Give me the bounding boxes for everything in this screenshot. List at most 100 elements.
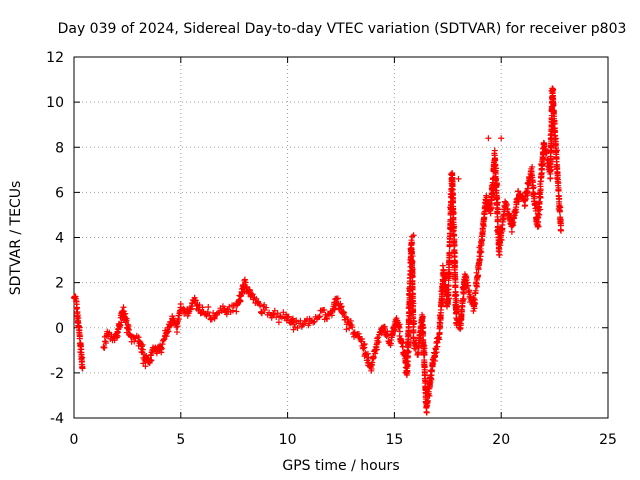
data-point — [522, 195, 529, 202]
data-point — [270, 311, 277, 318]
data-point — [410, 232, 417, 239]
data-point — [453, 309, 460, 316]
data-point — [331, 299, 338, 306]
x-tick-label: 5 — [176, 432, 185, 448]
data-point — [373, 343, 380, 350]
data-point — [408, 250, 415, 257]
data-point — [294, 325, 301, 332]
data-series-sdtvar — [71, 85, 565, 416]
y-tick-label: -2 — [50, 366, 64, 382]
data-point — [497, 242, 504, 249]
data-point — [399, 343, 406, 350]
y-tick-label: -4 — [50, 411, 64, 427]
data-point — [338, 303, 345, 310]
y-tick-label: 2 — [55, 276, 64, 292]
data-point — [165, 328, 172, 335]
data-point — [491, 147, 498, 154]
data-point — [299, 322, 306, 329]
data-point — [440, 269, 447, 276]
data-point — [158, 344, 165, 351]
data-point — [451, 236, 458, 243]
data-point — [229, 307, 236, 314]
data-point — [494, 208, 501, 215]
y-axis-label: SDTVAR / TECUs — [8, 181, 24, 296]
data-point — [418, 317, 425, 324]
data-point — [187, 306, 194, 313]
data-point — [452, 276, 459, 283]
data-point — [79, 365, 86, 372]
data-point — [558, 227, 565, 234]
data-point — [158, 349, 165, 356]
data-point — [493, 182, 500, 189]
data-point — [370, 354, 377, 361]
data-point — [406, 310, 413, 317]
data-point — [529, 163, 536, 170]
data-point — [488, 204, 495, 211]
data-point — [556, 207, 563, 214]
data-point — [498, 135, 505, 142]
data-point — [364, 350, 371, 357]
data-point — [316, 313, 323, 320]
data-point — [139, 341, 146, 348]
data-point — [524, 185, 531, 192]
data-point — [494, 199, 501, 206]
data-point — [455, 175, 462, 182]
data-point — [426, 392, 433, 399]
data-point — [263, 304, 270, 311]
data-point — [409, 300, 416, 307]
data-point — [274, 310, 281, 317]
data-point — [536, 190, 543, 197]
data-point — [284, 314, 291, 321]
data-point — [249, 291, 256, 298]
data-point — [471, 296, 478, 303]
data-point — [223, 311, 230, 318]
data-point — [321, 307, 328, 314]
data-point — [421, 372, 428, 379]
y-tick-label: 6 — [55, 185, 64, 201]
data-point — [311, 318, 318, 325]
data-point — [472, 287, 479, 294]
data-point — [492, 174, 499, 181]
x-axis-label: GPS time / hours — [282, 458, 399, 474]
data-point — [436, 329, 443, 336]
data-point — [206, 312, 213, 319]
data-point — [74, 312, 81, 319]
data-point — [375, 339, 382, 346]
data-point — [396, 328, 403, 335]
data-point — [428, 376, 435, 383]
data-point — [513, 201, 520, 208]
data-point — [475, 266, 482, 273]
data-point — [541, 141, 548, 148]
data-point — [338, 304, 344, 311]
data-point — [100, 343, 107, 350]
data-point — [123, 317, 130, 324]
data-point — [361, 340, 368, 347]
data-point — [549, 96, 556, 103]
data-point — [258, 310, 265, 317]
data-point — [421, 351, 428, 358]
data-point — [450, 216, 457, 223]
data-point — [347, 317, 354, 324]
data-point — [257, 302, 264, 309]
data-point — [174, 323, 181, 330]
data-point — [495, 248, 502, 255]
data-point — [75, 314, 82, 321]
data-point — [424, 400, 431, 407]
data-point — [449, 181, 456, 188]
data-point — [477, 253, 484, 260]
data-point — [374, 335, 381, 342]
data-point — [349, 324, 356, 331]
data-point — [192, 297, 199, 304]
data-point — [241, 276, 248, 283]
data-point — [465, 282, 472, 289]
data-point — [242, 279, 249, 286]
data-point — [285, 313, 292, 320]
data-point — [79, 358, 86, 365]
data-point — [474, 272, 481, 279]
data-point — [373, 346, 380, 353]
data-point — [496, 248, 503, 255]
x-tick-label: 25 — [599, 432, 617, 448]
y-tick-label: 0 — [55, 321, 64, 337]
data-point — [554, 178, 561, 185]
